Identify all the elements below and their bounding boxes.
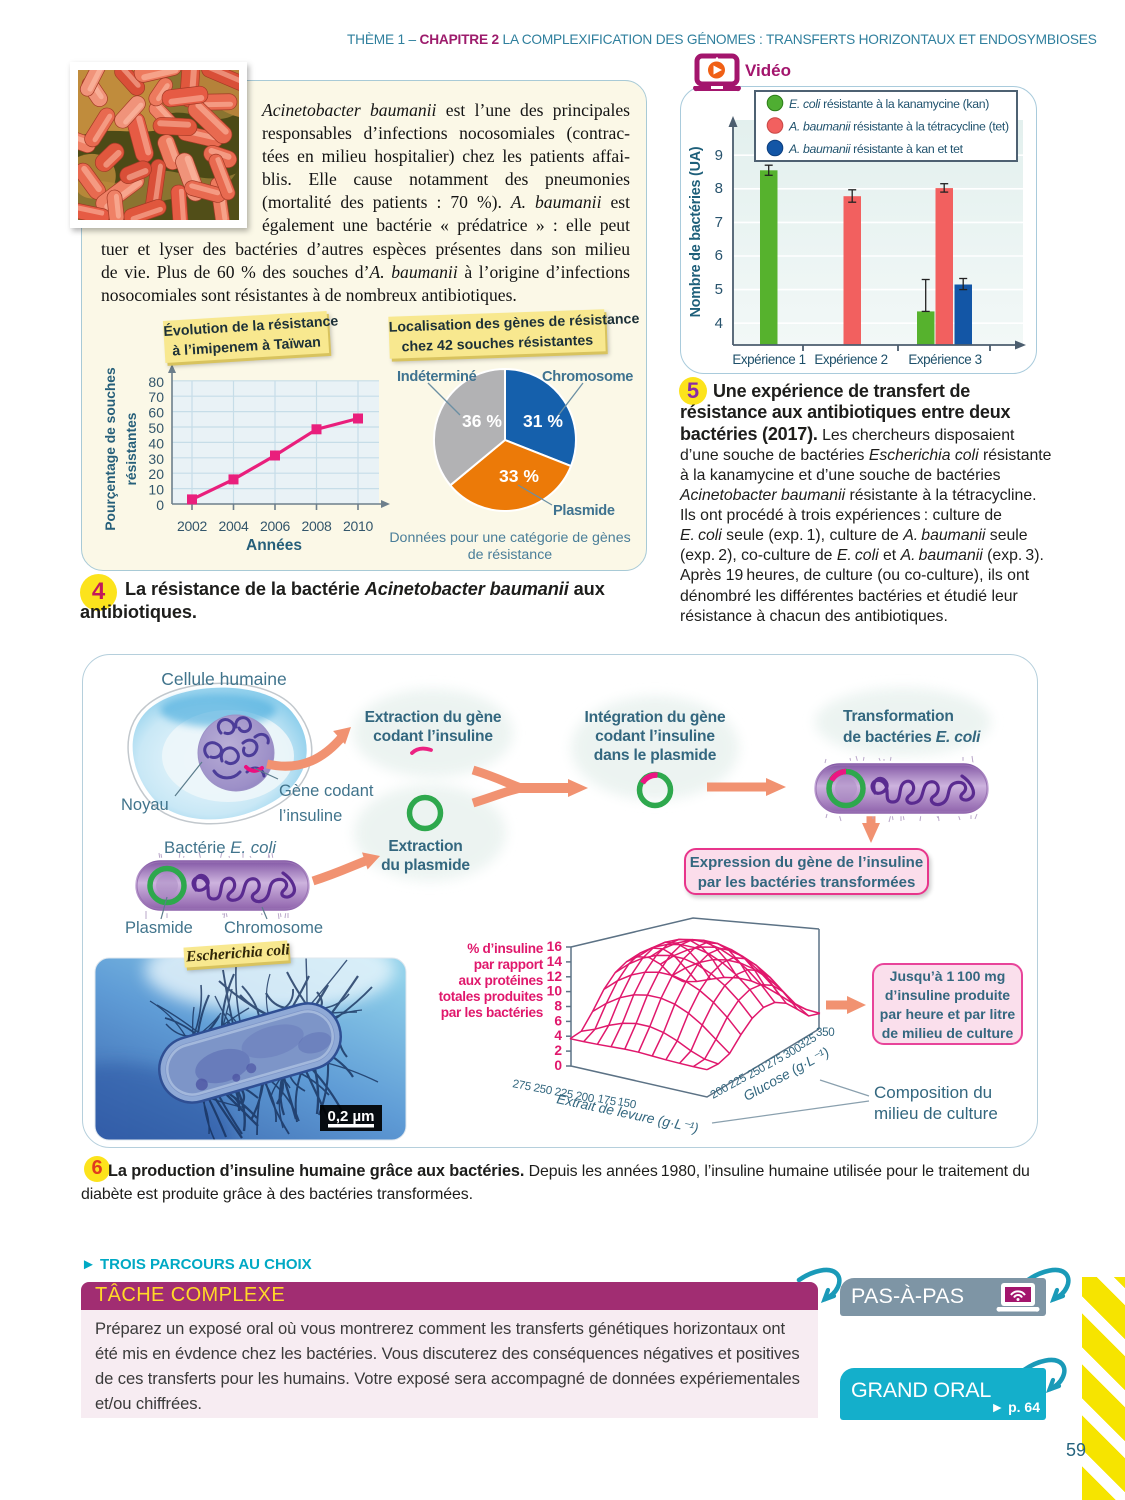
svg-text:Expérience 1: Expérience 1	[732, 352, 805, 367]
svg-text:0,2 µm: 0,2 µm	[328, 1108, 375, 1125]
svg-text:2010: 2010	[343, 518, 373, 534]
svg-text:A. baumanii résistante à kan e: A. baumanii résistante à kan et tet	[788, 142, 964, 156]
svg-text:0: 0	[554, 1058, 562, 1073]
svg-text:225: 225	[553, 1085, 574, 1101]
svg-text:70: 70	[148, 389, 164, 405]
svg-text:8: 8	[715, 180, 723, 197]
svg-text:par les bactéries: par les bactéries	[441, 1005, 543, 1020]
svg-text:Chromosome: Chromosome	[542, 369, 633, 385]
svg-text:2008: 2008	[302, 518, 332, 534]
svg-text:80: 80	[148, 374, 164, 390]
svg-text:5: 5	[715, 281, 723, 298]
svg-text:7: 7	[715, 214, 723, 231]
svg-text:aux protéines: aux protéines	[459, 973, 544, 988]
svg-text:6: 6	[554, 1013, 562, 1028]
svg-text:Données pour une catégorie de: Données pour une catégorie de gènes	[389, 530, 630, 546]
svg-text:Plasmide: Plasmide	[553, 503, 615, 519]
svg-text:33 %: 33 %	[499, 466, 539, 486]
svg-text:250: 250	[532, 1081, 553, 1097]
svg-text:150: 150	[616, 1095, 637, 1111]
svg-text:% d’insuline: % d’insuline	[467, 941, 543, 956]
svg-text:2006: 2006	[260, 518, 290, 534]
svg-text:Indéterminé: Indéterminé	[397, 369, 477, 385]
svg-text:résistantes: résistantes	[124, 412, 139, 485]
svg-text:30: 30	[148, 451, 164, 467]
svg-text:2004: 2004	[219, 518, 249, 534]
svg-text:4: 4	[554, 1028, 562, 1043]
svg-text:2: 2	[554, 1043, 562, 1058]
svg-text:60: 60	[148, 405, 164, 421]
svg-text:6: 6	[715, 247, 723, 264]
svg-text:275: 275	[511, 1077, 532, 1093]
svg-text:350: 350	[816, 1026, 834, 1039]
svg-text:14: 14	[547, 954, 563, 969]
svg-text:200: 200	[574, 1089, 595, 1105]
svg-text:40: 40	[148, 435, 164, 451]
svg-text:2002: 2002	[177, 518, 207, 534]
svg-text:4: 4	[715, 315, 723, 332]
svg-text:16: 16	[547, 939, 563, 954]
svg-text:Expérience 3: Expérience 3	[908, 352, 981, 367]
svg-text:E. coli résistante à la kanamy: E. coli résistante à la kanamycine (kan)	[789, 97, 989, 111]
svg-text:de résistance: de résistance	[468, 547, 552, 563]
svg-text:par rapport: par rapport	[474, 957, 544, 972]
svg-text:50: 50	[148, 420, 164, 436]
svg-text:10: 10	[148, 482, 164, 498]
svg-text:Nombre de bactéries (UA): Nombre de bactéries (UA)	[688, 146, 704, 317]
svg-text:175: 175	[596, 1092, 617, 1108]
svg-text:36 %: 36 %	[462, 411, 502, 431]
svg-text:20: 20	[148, 466, 164, 482]
svg-text:Expérience 2: Expérience 2	[814, 352, 887, 367]
svg-text:8: 8	[554, 999, 562, 1014]
svg-text:totales produites: totales produites	[439, 989, 543, 1004]
svg-text:9: 9	[715, 147, 723, 164]
svg-text:0: 0	[156, 497, 164, 513]
svg-text:Pourçentage de souches: Pourçentage de souches	[103, 367, 118, 531]
svg-text:10: 10	[547, 984, 563, 999]
svg-text:Années: Années	[246, 537, 302, 554]
svg-text:31 %: 31 %	[523, 411, 563, 431]
svg-text:A. baumanii résistante à la té: A. baumanii résistante à la tétracycline…	[788, 120, 1009, 134]
svg-text:12: 12	[547, 969, 563, 984]
